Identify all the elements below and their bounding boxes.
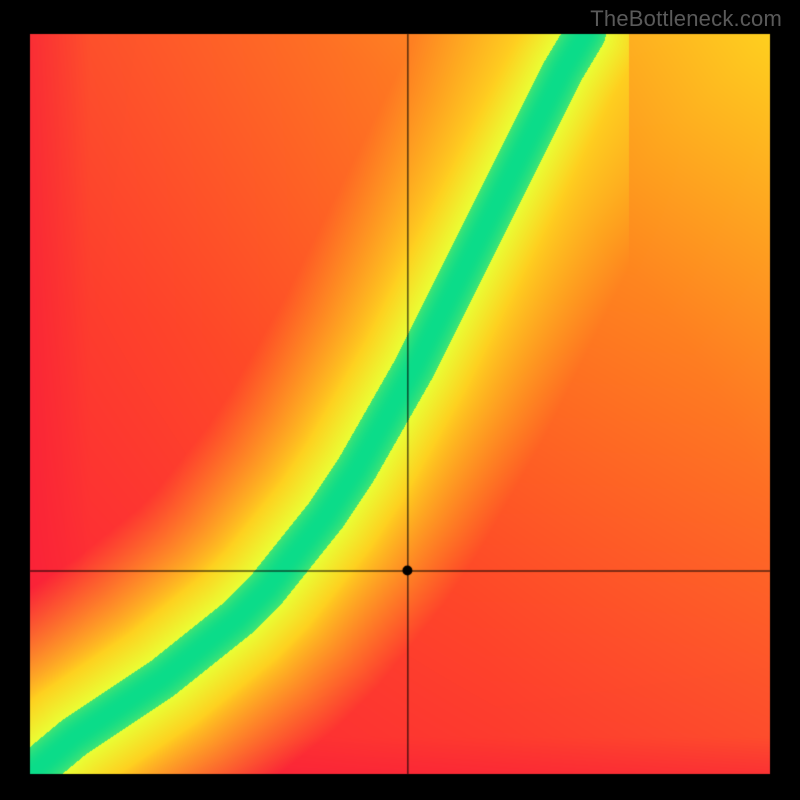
watermark-text: TheBottleneck.com [590,6,782,32]
chart-root: TheBottleneck.com [0,0,800,800]
crosshair-overlay [0,0,800,800]
